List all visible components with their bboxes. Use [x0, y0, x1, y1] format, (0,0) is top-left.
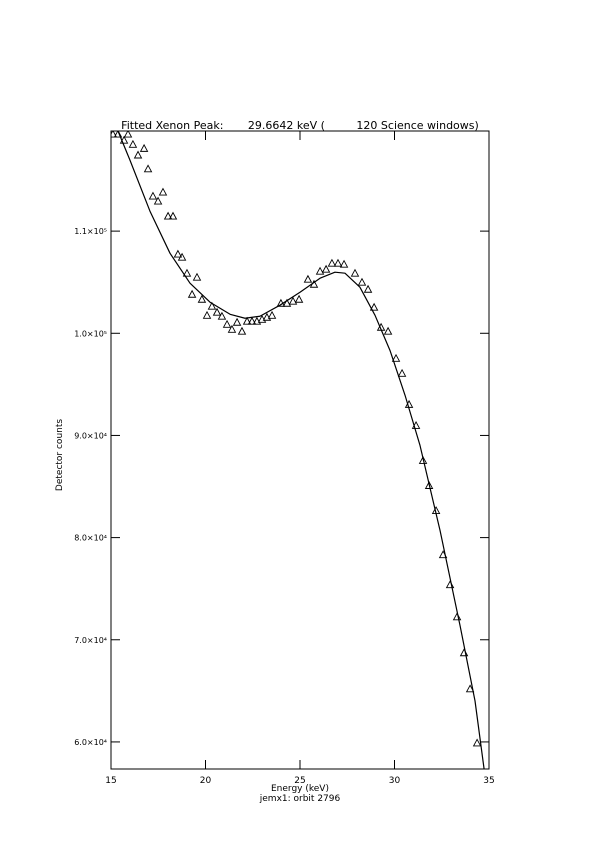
data-point [465, 684, 475, 693]
data-point [148, 191, 158, 200]
data-point [212, 307, 222, 316]
data-point [207, 301, 217, 310]
data-point [128, 139, 138, 148]
data-point [397, 368, 407, 377]
data-point [350, 268, 360, 277]
data-point [187, 289, 197, 298]
x-tick-label: 30 [389, 776, 401, 786]
data-point [163, 211, 173, 220]
y-tick-label: 6.0×10⁴ [74, 738, 107, 747]
data-point [418, 456, 428, 464]
data-point [452, 612, 462, 621]
data-point [222, 319, 232, 328]
data-point [192, 272, 202, 281]
y-tick-label: 1.0×10⁵ [74, 329, 107, 338]
y-tick-label: 9.0×10⁴ [74, 431, 107, 440]
data-point [391, 353, 401, 362]
data-point [202, 310, 212, 319]
data-point [472, 738, 482, 747]
data-point [242, 316, 252, 325]
x-tick-label: 35 [483, 776, 494, 786]
y-tick-label: 1.1×10⁵ [74, 227, 107, 236]
x-axis-label: Energy (keV) [271, 784, 329, 794]
x-tick-label: 25 [294, 776, 305, 786]
data-point [237, 326, 247, 335]
data-point [294, 294, 304, 303]
y-tick-label: 8.0×10⁴ [74, 534, 107, 543]
data-point [267, 310, 277, 319]
subtitle: jemx1: orbit 2796 [259, 794, 341, 804]
data-point [315, 266, 325, 275]
data-point [321, 264, 331, 273]
plot-area [111, 131, 485, 769]
data-point [383, 326, 393, 335]
data-point [197, 294, 207, 303]
data-point [333, 258, 343, 267]
data-point [247, 316, 257, 325]
data-point [303, 274, 313, 283]
y-tick-label: 7.0×10⁴ [74, 636, 107, 645]
data-point [288, 296, 298, 305]
data-point [252, 316, 262, 325]
data-point [153, 196, 163, 205]
data-point [217, 311, 227, 320]
data-point [177, 252, 187, 261]
data-point [262, 312, 272, 321]
data-point [173, 249, 183, 258]
data-point [168, 211, 178, 220]
chart-title: Fitted Xenon Peak: 29.6642 keV ( 120 Sci… [121, 119, 479, 132]
data-point [143, 164, 153, 173]
data-point [424, 481, 434, 489]
data-point [123, 131, 133, 138]
data-point [327, 258, 337, 267]
fit-line [117, 131, 485, 769]
data-point [282, 298, 292, 307]
x-tick-label: 15 [105, 776, 116, 786]
data-point [357, 277, 367, 286]
data-point [139, 143, 149, 152]
data-point [158, 187, 168, 196]
data-point [363, 284, 373, 293]
data-point [339, 259, 349, 268]
x-tick-label: 20 [200, 776, 212, 786]
y-axis-label: Detector counts [55, 419, 65, 491]
data-point [232, 317, 242, 326]
data-point [133, 150, 143, 159]
data-point [182, 268, 192, 277]
data-point [369, 302, 379, 311]
data-point [227, 324, 237, 333]
